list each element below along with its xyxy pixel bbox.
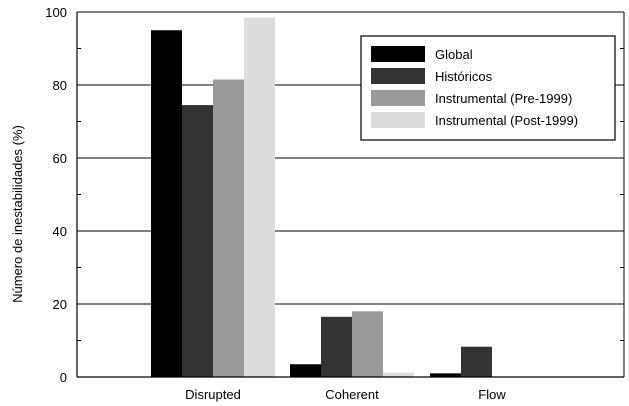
bars — [151, 17, 492, 378]
bar-flow-0 — [430, 373, 461, 377]
bar-coherent-1 — [321, 316, 352, 377]
bar-coherent-0 — [290, 364, 321, 377]
y-tick-label-0: 0 — [60, 370, 67, 385]
legend-label-1: Históricos — [435, 69, 493, 84]
legend-label-2: Instrumental (Pre-1999) — [435, 91, 572, 106]
y-tick-labels: 0 20 40 60 80 100 — [45, 5, 67, 385]
y-tick-label-20: 20 — [53, 297, 67, 312]
x-tick-label-coherent: Coherent — [325, 387, 379, 402]
y-tick-label-80: 80 — [53, 78, 67, 93]
y-tick-label-60: 60 — [53, 151, 67, 166]
y-axis-title: Número de inestabilidades (%) — [10, 125, 25, 303]
bar-disrupted-3 — [244, 17, 275, 377]
x-tick-labels: Disrupted Coherent Flow — [185, 387, 506, 402]
axes — [76, 11, 625, 378]
legend-swatch-2 — [371, 90, 425, 106]
legend-label-3: Instrumental (Post-1999) — [435, 113, 578, 128]
x-tick-label-disrupted: Disrupted — [185, 387, 241, 402]
bar-coherent-3 — [383, 372, 414, 377]
legend-swatch-0 — [371, 46, 425, 62]
legend-swatch-1 — [371, 68, 425, 84]
y-tick-label-100: 100 — [45, 5, 67, 20]
legend-label-0: Global — [435, 47, 473, 62]
legend: Global Históricos Instrumental (Pre-1999) I… — [360, 35, 616, 141]
bar-flow-1 — [461, 346, 492, 377]
bar-coherent-2 — [352, 311, 383, 377]
bar-disrupted-0 — [151, 30, 182, 377]
x-tick-label-flow: Flow — [478, 387, 506, 402]
bar-disrupted-1 — [182, 105, 213, 377]
legend-swatch-3 — [371, 112, 425, 128]
y-tick-label-40: 40 — [53, 224, 67, 239]
bar-disrupted-2 — [213, 79, 244, 378]
